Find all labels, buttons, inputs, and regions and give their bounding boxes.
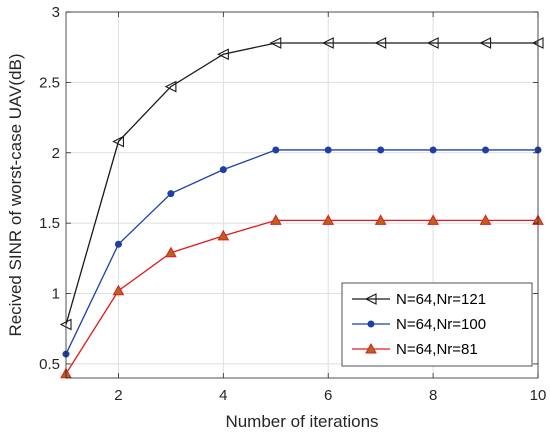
legend-label: N=64,Nr=121 bbox=[396, 291, 486, 308]
y-tick-label: 1.5 bbox=[39, 215, 60, 232]
legend-item-2: N=64,Nr=100 bbox=[352, 316, 486, 333]
data-point bbox=[269, 214, 282, 225]
x-axis-title: Number of iterations bbox=[225, 412, 378, 431]
legend-label: N=64,Nr=100 bbox=[396, 316, 486, 333]
y-tick-label: 2 bbox=[52, 145, 60, 162]
data-point bbox=[167, 190, 175, 198]
legend-item-1: N=64,Nr=121 bbox=[352, 291, 486, 308]
legend-marker bbox=[364, 293, 377, 305]
series-2 bbox=[62, 146, 542, 358]
data-point bbox=[427, 214, 439, 225]
data-point bbox=[479, 214, 492, 225]
y-tick-label: 0.5 bbox=[39, 356, 60, 373]
data-point bbox=[112, 135, 124, 148]
x-tick-label: 4 bbox=[219, 387, 227, 404]
data-point bbox=[165, 246, 177, 258]
legend-marker bbox=[367, 320, 375, 328]
data-point bbox=[324, 146, 332, 154]
data-point bbox=[429, 146, 437, 154]
x-tick-label: 2 bbox=[114, 387, 122, 404]
legend-label: N=64,Nr=81 bbox=[396, 341, 478, 358]
legend: N=64,Nr=121 N=64,Nr=100 N=64,Nr=81 bbox=[341, 282, 533, 367]
data-point bbox=[217, 229, 230, 241]
data-point bbox=[321, 37, 334, 49]
data-point bbox=[269, 37, 282, 49]
series-line bbox=[65, 149, 538, 355]
data-point bbox=[114, 240, 122, 248]
data-point bbox=[322, 214, 335, 225]
data-point bbox=[112, 284, 125, 296]
data-point bbox=[219, 166, 227, 174]
x-tick-label: 8 bbox=[429, 387, 437, 404]
x-tick-label: 10 bbox=[530, 387, 547, 404]
data-point bbox=[374, 214, 387, 225]
data-point bbox=[479, 37, 492, 49]
data-point bbox=[374, 37, 387, 49]
series-line bbox=[65, 42, 538, 325]
legend-item-3: N=64,Nr=81 bbox=[352, 341, 478, 358]
data-point bbox=[377, 146, 385, 154]
y-axis-title: Recived SINR of worst-case UAV(dB) bbox=[6, 53, 25, 336]
data-point bbox=[482, 146, 490, 154]
series-line bbox=[65, 219, 538, 375]
plot-frame bbox=[65, 11, 539, 379]
axes: 2 4 6 8 10 0.5 1 1.5 2 2.5 3 bbox=[39, 4, 546, 404]
x-tick-label: 6 bbox=[324, 387, 332, 404]
y-tick-label: 2.5 bbox=[39, 74, 60, 91]
data-point bbox=[426, 37, 439, 49]
data-point bbox=[272, 146, 280, 154]
y-tick-label: 3 bbox=[52, 4, 60, 21]
legend-marker bbox=[365, 342, 377, 354]
data-point bbox=[164, 80, 177, 93]
y-tick-label: 1 bbox=[52, 286, 60, 303]
data-point bbox=[217, 48, 229, 61]
